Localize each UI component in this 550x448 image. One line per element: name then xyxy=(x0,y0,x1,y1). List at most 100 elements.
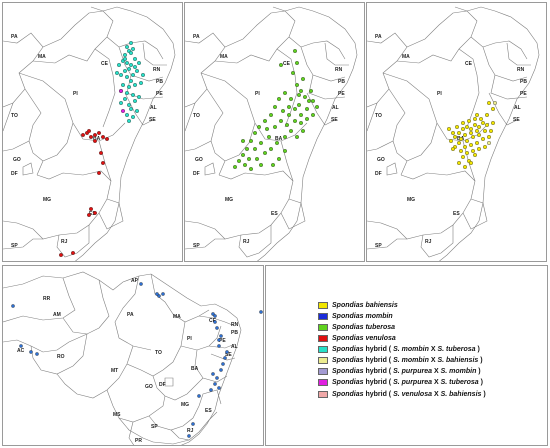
occurrence-point xyxy=(472,116,477,121)
occurrence-point xyxy=(448,138,453,143)
occurrence-point xyxy=(247,156,252,161)
occurrence-point xyxy=(243,162,248,167)
state-label: AM xyxy=(53,312,61,318)
state-label: RJ xyxy=(243,239,250,245)
legend-swatch xyxy=(318,379,328,387)
occurrence-point xyxy=(276,96,281,101)
occurrence-point xyxy=(132,98,137,103)
occurrence-point xyxy=(128,78,133,83)
state-label: PE xyxy=(156,91,163,97)
state-labels: PA MA CE RN PB PE PI AL SE TO BA GO DF M… xyxy=(375,34,527,249)
state-label: PI xyxy=(255,91,260,97)
legend-item: Spondias bahiensis xyxy=(318,300,544,311)
occurrence-point xyxy=(118,100,123,105)
occurrence-point xyxy=(130,92,135,97)
state-label: MG xyxy=(181,402,189,408)
occurrence-point xyxy=(86,128,91,133)
occurrence-point xyxy=(456,130,461,135)
occurrence-point xyxy=(88,134,93,139)
coastline xyxy=(439,6,540,261)
state-label: PI xyxy=(437,91,442,97)
occurrence-point xyxy=(472,152,477,157)
occurrence-point xyxy=(278,63,283,68)
occurrence-point xyxy=(258,162,263,167)
state-label: PI xyxy=(73,91,78,97)
state-label: SP xyxy=(375,243,382,249)
state-label: SE xyxy=(149,117,156,123)
state-label: PA xyxy=(375,34,382,40)
state-label: TO xyxy=(11,113,18,119)
occurrence-point xyxy=(472,122,477,127)
occurrence-point xyxy=(211,372,215,376)
state-label: DF xyxy=(11,171,18,177)
state-label: MG xyxy=(43,197,51,203)
occurrence-point xyxy=(482,128,487,133)
map-svg-3: PA MA CE RN PB PE PI AL SE TO BA GO DF M… xyxy=(367,6,540,261)
state-label: RN xyxy=(153,67,161,73)
occurrence-point xyxy=(298,112,303,117)
state-label: BA xyxy=(191,366,199,372)
state-label: GO xyxy=(377,157,385,163)
occurrence-point xyxy=(266,134,271,139)
map-svg-2: PA MA CE RN PB PE PI AL SE TO BA GO DF M… xyxy=(185,6,358,261)
occurrence-point xyxy=(217,338,221,342)
occurrence-point xyxy=(128,51,133,56)
occurrence-point xyxy=(187,434,191,438)
occurrence-point xyxy=(490,106,495,111)
state-label: AL xyxy=(332,105,339,111)
occurrence-point xyxy=(460,120,465,125)
occurrence-point xyxy=(197,394,201,398)
occurrence-point xyxy=(126,84,131,89)
state-label: ES xyxy=(271,211,278,217)
occurrence-point xyxy=(268,112,273,117)
occurrence-point xyxy=(296,102,301,107)
occurrence-point xyxy=(272,104,277,109)
map-svg-4: RR AP AM PA MA CE RN PB PE PI AL SE AC R… xyxy=(3,271,263,445)
occurrence-point xyxy=(490,120,495,125)
occurrence-point xyxy=(486,140,491,145)
state-label: AL xyxy=(231,344,238,350)
occurrence-point xyxy=(217,386,221,390)
occurrence-point xyxy=(124,90,129,95)
occurrence-point xyxy=(476,146,481,151)
occurrence-point xyxy=(161,292,165,296)
legend-label: Spondias hybrid ( S. purpurea X S. mombi… xyxy=(332,368,481,376)
occurrence-points xyxy=(11,282,263,438)
state-label: MT xyxy=(111,368,118,374)
occurrence-point xyxy=(474,128,479,133)
state-label: DF xyxy=(159,382,166,388)
occurrence-point xyxy=(484,122,489,127)
occurrence-point xyxy=(282,134,287,139)
legend-item: Spondias hybrid ( S. mombin X S. tuberos… xyxy=(318,344,544,355)
state-label: SE xyxy=(331,117,338,123)
occurrence-point xyxy=(310,112,315,117)
occurrence-point xyxy=(213,314,217,318)
state-label: RJ xyxy=(425,239,432,245)
occurrence-point xyxy=(128,41,133,46)
occurrence-point xyxy=(460,126,465,131)
occurrence-point xyxy=(288,96,293,101)
occurrence-point xyxy=(468,126,473,131)
occurrence-point xyxy=(254,156,259,161)
occurrence-point xyxy=(462,164,467,169)
occurrence-point xyxy=(130,47,135,52)
occurrence-point xyxy=(454,124,459,129)
legend: Spondias bahiensis Spondias mombin Spond… xyxy=(318,300,544,400)
occurrence-points xyxy=(446,100,497,169)
occurrence-point xyxy=(237,158,242,163)
legend-swatch xyxy=(318,301,328,309)
state-label: MS xyxy=(113,412,121,418)
occurrence-point xyxy=(458,148,463,153)
state-label: PE xyxy=(338,91,345,97)
occurrence-point xyxy=(130,72,135,77)
occurrence-point xyxy=(92,138,97,143)
state-label: TO xyxy=(155,350,162,356)
occurrence-point xyxy=(215,326,219,330)
occurrence-point xyxy=(155,292,159,296)
occurrence-point xyxy=(466,118,471,123)
state-label: PA xyxy=(193,34,200,40)
occurrence-point xyxy=(122,53,127,58)
legend-item: Spondias hybrid ( S. mombin X S. bahiens… xyxy=(318,355,544,366)
occurrence-point xyxy=(126,118,131,123)
state-label: GO xyxy=(13,157,21,163)
